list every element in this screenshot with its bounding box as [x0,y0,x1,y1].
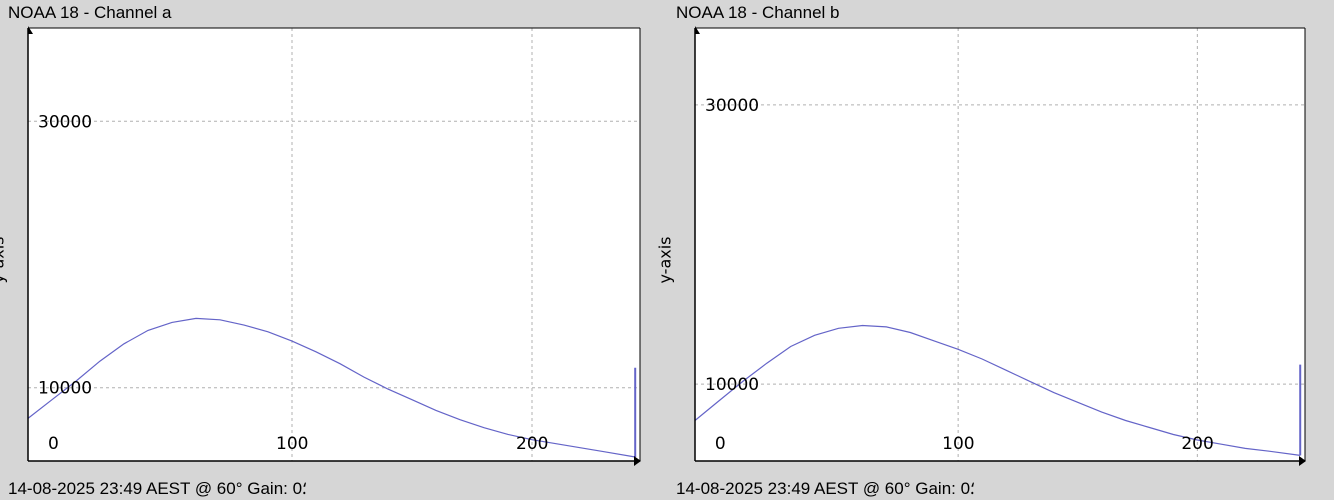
y-tick-label: 30000 [38,112,92,132]
series-line [694,324,1301,456]
y-tick-label: 10000 [705,375,759,395]
x-axis-arrow [634,456,641,466]
x-axis-arrow [1299,456,1306,466]
y-axis-label: y-axis [655,236,675,284]
x-tick-label: 0 [48,434,59,454]
status-footer: 14-08-2025 23:49 AEST @ 60° Gain: 0⸵ [676,479,975,498]
x-tick-label: 100 [942,434,974,454]
chart-title: NOAA 18 - Channel a [8,3,172,22]
chart-svg: 0 100 200 10000 30000 [694,26,1306,466]
chart-panel-channel-b: NOAA 18 - Channel b 0 100 200 10000 30000 y-… [656,0,1307,500]
chart-title: NOAA 18 - Channel b [676,3,840,22]
y-tick-label: 30000 [705,96,759,116]
status-footer: 14-08-2025 23:49 AEST @ 60° Gain: 0⸵ [8,479,307,498]
chart-svg: 0 100 200 10000 30000 [27,26,641,466]
y-axis-arrow [28,26,33,34]
plot-area: 0 100 200 10000 30000 [27,26,641,466]
x-tick-label: 200 [516,434,548,454]
x-tick-label: 100 [276,434,308,454]
x-tick-label: 200 [1181,434,1213,454]
y-tick-label: 10000 [38,379,92,399]
series-line [27,317,636,458]
y-axis-arrow [695,26,700,34]
x-tick-label: 0 [715,434,726,454]
plot-area: 0 100 200 10000 30000 [694,26,1306,466]
y-axis-label: y-axis [0,236,8,284]
chart-panel-channel-a: NOAA 18 - Channel a 0 100 200 10000 30000 y-… [0,0,641,500]
